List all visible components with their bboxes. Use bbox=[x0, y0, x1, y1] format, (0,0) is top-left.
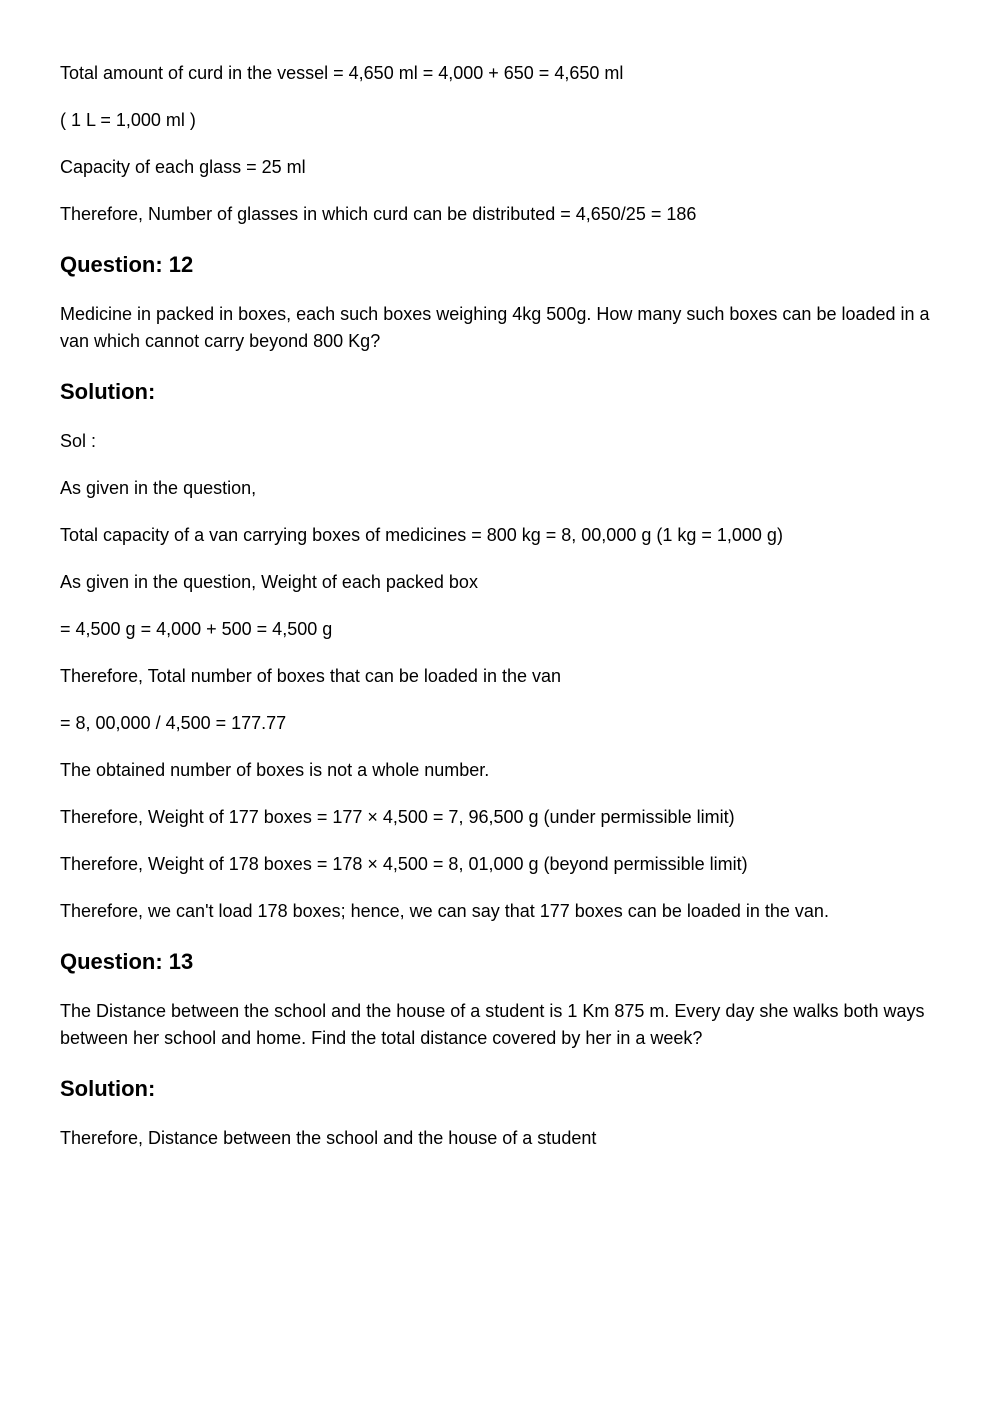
section-heading: Question: 13 bbox=[60, 945, 931, 978]
body-text: Sol : bbox=[60, 428, 931, 455]
section-heading: Solution: bbox=[60, 1072, 931, 1105]
body-text: Therefore, Weight of 177 boxes = 177 × 4… bbox=[60, 804, 931, 831]
body-text: As given in the question, Weight of each… bbox=[60, 569, 931, 596]
body-text: = 4,500 g = 4,000 + 500 = 4,500 g bbox=[60, 616, 931, 643]
body-text: Therefore, Number of glasses in which cu… bbox=[60, 201, 931, 228]
body-text: = 8, 00,000 / 4,500 = 177.77 bbox=[60, 710, 931, 737]
body-text: Therefore, we can't load 178 boxes; henc… bbox=[60, 898, 931, 925]
body-text: Therefore, Weight of 178 boxes = 178 × 4… bbox=[60, 851, 931, 878]
body-text: ( 1 L = 1,000 ml ) bbox=[60, 107, 931, 134]
document-content: Total amount of curd in the vessel = 4,6… bbox=[60, 60, 931, 1152]
body-text: The Distance between the school and the … bbox=[60, 998, 931, 1052]
body-text: Medicine in packed in boxes, each such b… bbox=[60, 301, 931, 355]
body-text: Therefore, Total number of boxes that ca… bbox=[60, 663, 931, 690]
section-heading: Solution: bbox=[60, 375, 931, 408]
body-text: As given in the question, bbox=[60, 475, 931, 502]
body-text: Capacity of each glass = 25 ml bbox=[60, 154, 931, 181]
section-heading: Question: 12 bbox=[60, 248, 931, 281]
body-text: Total capacity of a van carrying boxes o… bbox=[60, 522, 931, 549]
body-text: The obtained number of boxes is not a wh… bbox=[60, 757, 931, 784]
body-text: Therefore, Distance between the school a… bbox=[60, 1125, 931, 1152]
body-text: Total amount of curd in the vessel = 4,6… bbox=[60, 60, 931, 87]
